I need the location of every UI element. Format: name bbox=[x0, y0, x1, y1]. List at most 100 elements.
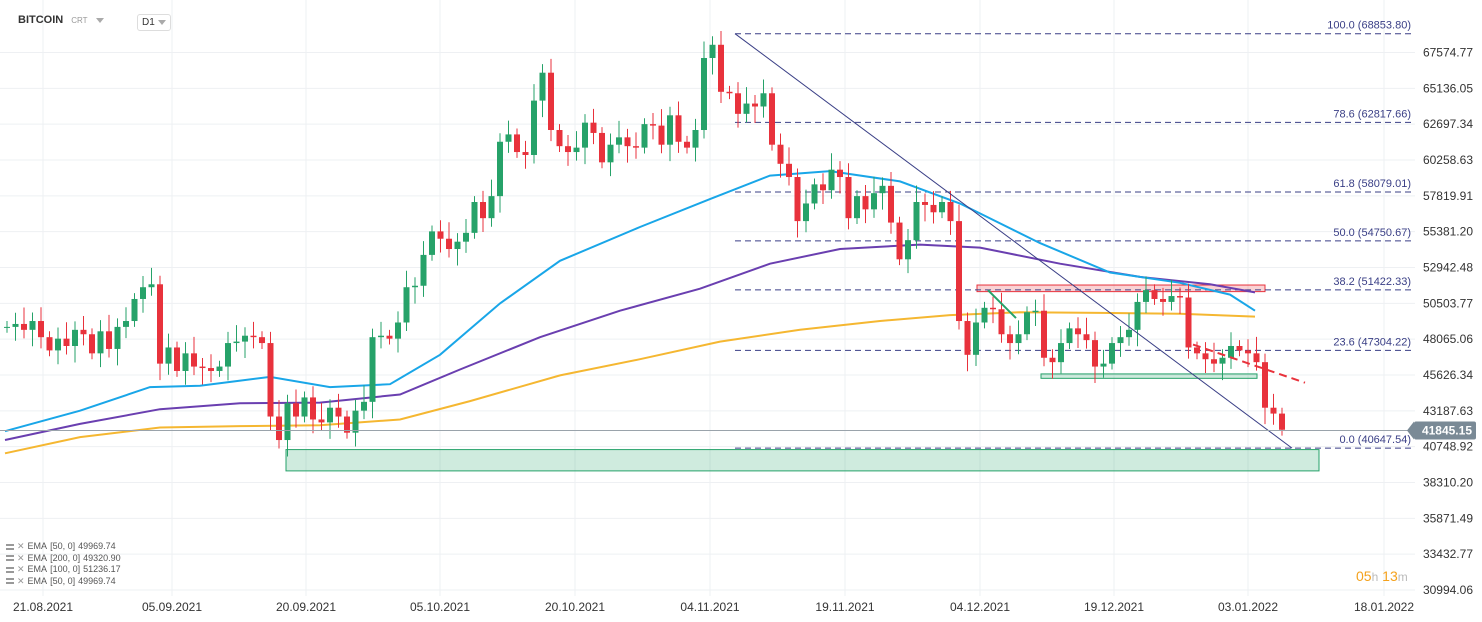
candle-up bbox=[497, 141, 503, 197]
current-price-tag bbox=[1414, 421, 1476, 440]
indicator-value: 51236.17 bbox=[83, 564, 121, 574]
menu-icon[interactable] bbox=[6, 566, 14, 573]
support-zone bbox=[285, 449, 1320, 472]
menu-icon[interactable] bbox=[6, 555, 14, 562]
candle-up bbox=[879, 185, 886, 194]
close-icon[interactable]: ✕ bbox=[17, 552, 25, 563]
candle-down bbox=[250, 335, 257, 338]
menu-icon[interactable] bbox=[6, 578, 14, 585]
candle-up bbox=[1228, 346, 1234, 358]
time-tick-label: 19.11.2021 bbox=[815, 600, 874, 614]
candle-up bbox=[1143, 290, 1149, 302]
price-scale: 67574.77 65136.05 62697.34 60258.63 57819.91… bbox=[1423, 46, 1473, 598]
close-icon[interactable]: ✕ bbox=[17, 564, 25, 574]
instrument-type: CRT bbox=[71, 15, 88, 25]
candle-down bbox=[38, 321, 44, 338]
candle-up bbox=[233, 341, 240, 344]
candle-up bbox=[981, 307, 988, 323]
candle-up bbox=[225, 343, 231, 367]
price-tick-label: 65136.05 bbox=[1423, 81, 1473, 95]
candle-down bbox=[335, 407, 342, 417]
candle-up bbox=[539, 72, 546, 101]
candle-up bbox=[420, 254, 427, 286]
candle-down bbox=[922, 202, 928, 205]
candle-down bbox=[1075, 328, 1081, 335]
candle-up bbox=[905, 240, 911, 260]
indicator-params: [100, 0] bbox=[50, 564, 81, 574]
price-tick-label: 52942.48 bbox=[1423, 261, 1473, 275]
candlesticks bbox=[4, 30, 1285, 457]
candle-down bbox=[1262, 362, 1268, 408]
candle-down bbox=[437, 231, 444, 239]
candle-up bbox=[573, 147, 580, 153]
fib-level-label: 50.0 (54750.67) bbox=[1333, 227, 1411, 239]
indicator-value: 49969.74 bbox=[78, 541, 116, 551]
candle-down bbox=[267, 343, 274, 417]
indicator-name: EMA bbox=[27, 552, 48, 563]
candle-down bbox=[386, 335, 393, 339]
legend-item[interactable]: ✕ EMA [50, 0] 49969.74 bbox=[6, 541, 121, 553]
time-tick-label: 19.12.2021 bbox=[1084, 600, 1144, 614]
candle-up bbox=[242, 335, 248, 342]
candle-up bbox=[361, 401, 367, 411]
price-tick-label: 45626.34 bbox=[1423, 368, 1473, 382]
candle-up bbox=[165, 347, 172, 364]
candle-up bbox=[55, 338, 61, 351]
candle-up bbox=[939, 202, 945, 213]
time-tick-label: 20.10.2021 bbox=[545, 600, 605, 614]
candle-up bbox=[29, 321, 36, 330]
indicator-value: 49320.90 bbox=[83, 552, 121, 563]
candle-up bbox=[72, 329, 78, 347]
countdown-hours: 05 bbox=[1356, 568, 1372, 584]
candle-down bbox=[1270, 407, 1277, 414]
candle-down bbox=[1041, 310, 1047, 358]
candle-down bbox=[310, 397, 316, 420]
close-icon[interactable]: ✕ bbox=[17, 575, 25, 586]
time-tick-label: 05.10.2021 bbox=[410, 600, 470, 614]
candle-up bbox=[641, 124, 648, 148]
legend-item[interactable]: ✕ EMA [50, 0] 49969.74 bbox=[6, 576, 121, 588]
price-tick-label: 48065.06 bbox=[1423, 332, 1473, 346]
countdown-minutes: 13 bbox=[1382, 568, 1398, 584]
candle-down bbox=[998, 309, 1005, 335]
symbol-dropdown-icon[interactable] bbox=[95, 17, 104, 23]
chart-grid bbox=[0, 0, 1415, 596]
candle-up bbox=[216, 366, 223, 371]
current-price-label: 41845.15 bbox=[1422, 424, 1472, 438]
candle-up bbox=[1134, 301, 1141, 330]
fib-level-label: 23.6 (47304.22) bbox=[1333, 336, 1411, 348]
candle-down bbox=[89, 334, 95, 354]
candle-countdown: 05h 13m bbox=[1356, 568, 1408, 584]
candle-down bbox=[675, 115, 682, 142]
price-tick-label: 60258.63 bbox=[1423, 153, 1473, 167]
candle-up bbox=[1024, 312, 1030, 335]
candle-up bbox=[1032, 310, 1039, 313]
indicator-name: EMA bbox=[27, 575, 48, 586]
candle-up bbox=[582, 122, 588, 148]
candle-down bbox=[318, 419, 325, 423]
candle-down bbox=[1279, 413, 1285, 430]
candle-down bbox=[650, 124, 656, 126]
candle-down bbox=[990, 307, 996, 310]
legend-item[interactable]: ✕ EMA [100, 0] 51236.17 bbox=[6, 564, 121, 576]
candle-up bbox=[369, 337, 376, 402]
candle-down bbox=[718, 44, 724, 92]
candle-down bbox=[896, 222, 903, 260]
indicator-params: [50, 0] bbox=[50, 575, 76, 586]
candle-up bbox=[488, 196, 495, 219]
price-tick-label: 50503.77 bbox=[1423, 296, 1473, 310]
candle-down bbox=[208, 368, 214, 371]
candle-up bbox=[1015, 334, 1022, 344]
timeframe-select[interactable]: D1 bbox=[137, 14, 171, 31]
candle-up bbox=[701, 58, 707, 131]
candle-down bbox=[1245, 350, 1251, 354]
candle-down bbox=[862, 196, 869, 210]
candle-up bbox=[616, 137, 622, 145]
legend-item[interactable]: ✕ EMA [200, 0] 49320.90 bbox=[6, 553, 121, 565]
indicator-name: EMA bbox=[27, 541, 48, 551]
close-icon[interactable]: ✕ bbox=[17, 541, 25, 551]
price-tick-label: 62697.34 bbox=[1423, 117, 1473, 131]
menu-icon[interactable] bbox=[6, 543, 14, 550]
time-tick-label: 05.09.2021 bbox=[142, 600, 202, 614]
